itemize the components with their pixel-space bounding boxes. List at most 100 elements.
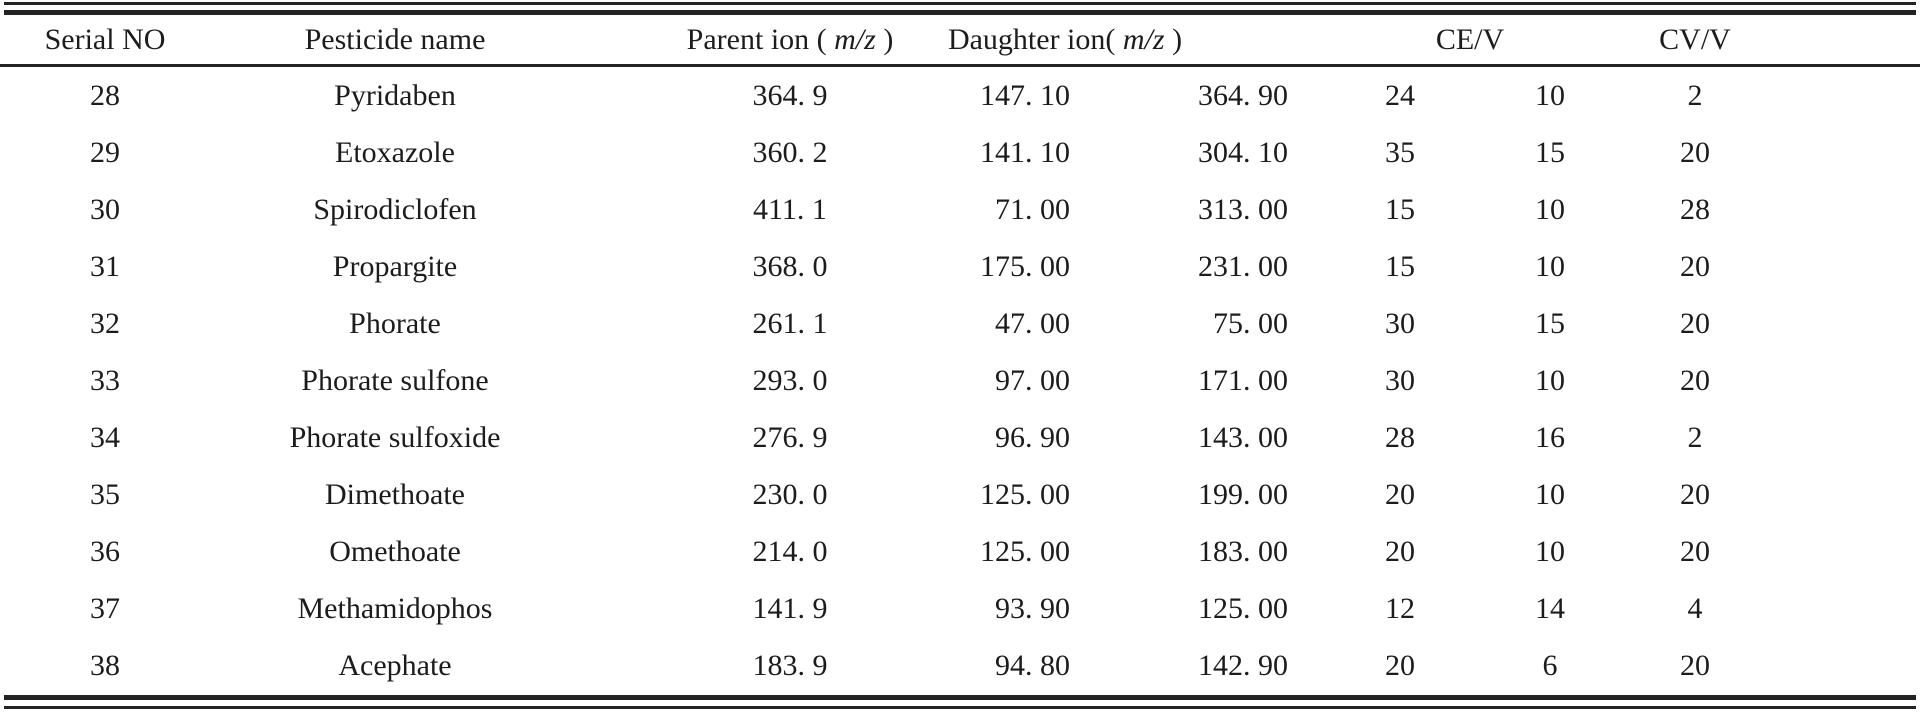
cell-daughter-ion-1: 147. 10: [980, 78, 1070, 112]
header-cv-v: CV/V: [1620, 15, 1920, 67]
cell-pesticide-name: Phorate sulfone: [301, 363, 489, 397]
cell-daughter-ion-2: 125. 00: [1198, 591, 1289, 625]
cell-parent-ion: 293. 0: [752, 363, 828, 397]
cell-ce-2: 10: [1535, 363, 1566, 397]
cell-serial-no: 31: [90, 249, 120, 283]
cell-pesticide-name: Propargite: [332, 249, 458, 283]
table-row: 30 Spirodiclofen 411. 1 71. 00 313. 00 1…: [0, 181, 1920, 238]
cell-serial-no: 28: [90, 78, 120, 112]
header-daughter-ion-close: ): [1164, 22, 1183, 56]
table-row: 28 Pyridaben 364. 9 147. 10 364. 90 24 1…: [0, 66, 1920, 125]
cell-ce-2: 10: [1535, 477, 1566, 511]
cell-ce-1: 20: [1385, 477, 1416, 511]
cell-daughter-ion-2: 304. 10: [1198, 135, 1289, 169]
cell-parent-ion: 368. 0: [752, 249, 828, 283]
cell-serial-no: 30: [90, 192, 120, 226]
table-row: 32 Phorate 261. 1 47. 00 75. 00 30 15 20: [0, 295, 1920, 352]
cell-daughter-ion-1: 175. 00: [980, 249, 1070, 283]
cell-ce-1: 35: [1385, 135, 1416, 169]
cell-ce-2: 10: [1535, 78, 1566, 112]
cell-daughter-ion-1: 125. 00: [980, 477, 1070, 511]
cell-ce-1: 30: [1385, 306, 1416, 340]
cell-daughter-ion-2: 199. 00: [1198, 477, 1289, 511]
header-parent-ion: Parent ion ( m/z ): [580, 15, 930, 67]
table-row: 35 Dimethoate 230. 0 125. 00 199. 00 20 …: [0, 466, 1920, 523]
cell-daughter-ion-1: 97. 00: [995, 363, 1070, 397]
cell-daughter-ion-1: 47. 00: [995, 306, 1070, 340]
top-rule-thick: [4, 10, 1916, 15]
cell-serial-no: 34: [90, 420, 120, 454]
cell-cv: 28: [1680, 192, 1711, 226]
cell-ce-1: 12: [1385, 591, 1416, 625]
cell-ce-2: 15: [1535, 306, 1566, 340]
cell-ce-2: 10: [1535, 249, 1566, 283]
table-row: 36 Omethoate 214. 0 125. 00 183. 00 20 1…: [0, 523, 1920, 580]
cell-daughter-ion-1: 93. 90: [995, 591, 1070, 625]
cell-ce-2: 10: [1535, 192, 1566, 226]
cell-pesticide-name: Pyridaben: [334, 78, 456, 112]
cell-ce-2: 16: [1535, 420, 1566, 454]
header-row: Serial NO Pesticide name Parent ion ( m/…: [0, 15, 1920, 67]
header-pesticide-name: Pesticide name: [210, 15, 580, 67]
cell-ce-2: 10: [1535, 534, 1566, 568]
table-row: 38 Acephate 183. 9 94. 80 142. 90 20 6 2…: [0, 637, 1920, 694]
cell-ce-2: 15: [1535, 135, 1566, 169]
cell-cv: 2: [1687, 420, 1703, 454]
cell-pesticide-name: Omethoate: [329, 534, 461, 568]
cell-parent-ion: 230. 0: [752, 477, 828, 511]
header-daughter-mz-italic: m/z: [1122, 22, 1165, 56]
cell-cv: 20: [1680, 249, 1711, 283]
header-parent-ion-close: ): [875, 22, 894, 56]
cell-daughter-ion-2: 313. 00: [1198, 192, 1289, 226]
cell-daughter-ion-2: 75. 00: [1213, 306, 1289, 340]
cell-daughter-ion-2: 171. 00: [1198, 363, 1289, 397]
cell-serial-no: 36: [90, 534, 120, 568]
cell-ce-1: 30: [1385, 363, 1416, 397]
header-daughter-ion-text: Daughter ion(: [947, 22, 1123, 56]
header-daughter-ion: Daughter ion( m/z ): [930, 15, 1321, 67]
cell-cv: 20: [1680, 363, 1711, 397]
table-row: 31 Propargite 368. 0 175. 00 231. 00 15 …: [0, 238, 1920, 295]
cell-pesticide-name: Phorate sulfoxide: [289, 420, 501, 454]
cell-cv: 20: [1680, 534, 1711, 568]
cell-daughter-ion-1: 125. 00: [980, 534, 1070, 568]
cell-serial-no: 33: [90, 363, 120, 397]
cell-serial-no: 32: [90, 306, 120, 340]
table-body: 28 Pyridaben 364. 9 147. 10 364. 90 24 1…: [0, 66, 1920, 695]
cell-cv: 20: [1680, 648, 1711, 682]
table-row: 37 Methamidophos 141. 9 93. 90 125. 00 1…: [0, 580, 1920, 637]
cell-ce-1: 24: [1385, 78, 1416, 112]
cell-daughter-ion-1: 96. 90: [995, 420, 1070, 454]
cell-pesticide-name: Phorate: [349, 306, 441, 340]
cell-ce-1: 15: [1385, 249, 1416, 283]
cell-parent-ion: 360. 2: [752, 135, 828, 169]
header-parent-mz-italic: m/z: [834, 22, 876, 56]
cell-ce-1: 15: [1385, 192, 1416, 226]
cell-cv: 2: [1687, 78, 1703, 112]
table-row: 29 Etoxazole 360. 2 141. 10 304. 10 35 1…: [0, 124, 1920, 181]
cell-parent-ion: 364. 9: [752, 78, 828, 112]
cell-pesticide-name: Acephate: [338, 648, 452, 682]
cell-parent-ion: 276. 9: [752, 420, 828, 454]
cell-serial-no: 29: [90, 135, 120, 169]
cell-cv: 20: [1680, 306, 1711, 340]
table-row: 33 Phorate sulfone 293. 0 97. 00 171. 00…: [0, 352, 1920, 409]
header-ce-v: CE/V: [1320, 15, 1621, 67]
cell-ce-2: 14: [1535, 591, 1566, 625]
cell-daughter-ion-1: 141. 10: [980, 135, 1070, 169]
header-serial-no: Serial NO: [0, 15, 210, 67]
cell-daughter-ion-1: 71. 00: [995, 192, 1070, 226]
cell-parent-ion: 261. 1: [752, 306, 828, 340]
cell-parent-ion: 411. 1: [753, 192, 827, 226]
cell-serial-no: 37: [90, 591, 120, 625]
table-row: 34 Phorate sulfoxide 276. 9 96. 90 143. …: [0, 409, 1920, 466]
cell-ce-1: 20: [1385, 648, 1416, 682]
cell-daughter-ion-2: 143. 00: [1198, 420, 1289, 454]
bottom-rule-thick: [4, 695, 1916, 700]
cell-daughter-ion-1: 94. 80: [995, 648, 1070, 682]
cell-pesticide-name: Dimethoate: [325, 477, 465, 511]
cell-pesticide-name: Spirodiclofen: [313, 192, 477, 226]
cell-parent-ion: 141. 9: [752, 591, 828, 625]
cell-parent-ion: 183. 9: [752, 648, 828, 682]
